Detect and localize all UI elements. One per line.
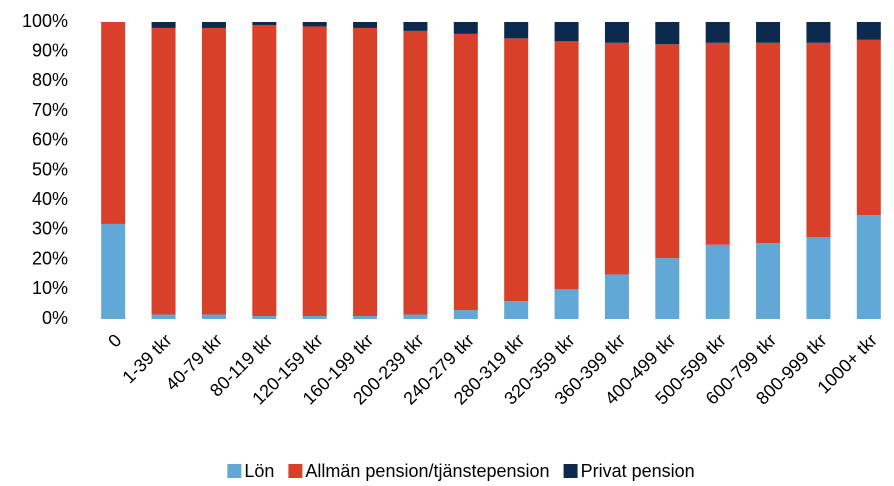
y-tick-label: 70%	[32, 100, 68, 120]
y-tick-label: 0%	[42, 308, 68, 328]
bar-segment	[403, 314, 428, 319]
bar-segment	[856, 39, 881, 216]
bar-segment	[302, 26, 327, 317]
y-tick-label: 10%	[32, 278, 68, 298]
bar-segment	[252, 316, 277, 319]
bar-segment	[101, 22, 126, 224]
bar-segment	[604, 274, 629, 319]
bar-segment	[151, 314, 176, 319]
bar-segment	[705, 244, 730, 319]
bar-segment	[252, 24, 277, 317]
bar-segment	[856, 22, 881, 40]
bar-segment	[705, 22, 730, 43]
bar-segment	[554, 289, 579, 319]
bar-segment	[302, 22, 327, 27]
bar-segment	[806, 42, 831, 238]
bar-segment	[856, 215, 881, 319]
y-tick-label: 40%	[32, 189, 68, 209]
bar-segment	[151, 22, 176, 28]
bar-segment	[806, 22, 831, 43]
bar-segment	[655, 22, 680, 45]
y-tick-label: 20%	[32, 248, 68, 268]
bar-segment	[655, 44, 680, 259]
bar-segment	[201, 27, 226, 315]
y-tick-label: 90%	[32, 40, 68, 60]
legend-label: Lön	[244, 461, 274, 481]
bar-segment	[504, 301, 529, 319]
bar-segment	[504, 22, 529, 39]
bar-segment	[756, 22, 781, 43]
bar-segment	[353, 316, 378, 319]
y-tick-label: 80%	[32, 70, 68, 90]
bar-segment	[705, 42, 730, 245]
bar-segment	[756, 42, 781, 244]
y-tick-label: 50%	[32, 159, 68, 179]
y-tick-label: 100%	[22, 11, 68, 31]
bar-segment	[453, 22, 478, 34]
bar-segment	[504, 38, 529, 302]
legend-label: Privat pension	[581, 461, 695, 481]
bar-segment	[403, 22, 428, 31]
bar-segment	[353, 27, 378, 317]
legend-label: Allmän pension/tjänstepension	[305, 461, 549, 481]
y-tick-label: 60%	[32, 130, 68, 150]
y-tick-label: 30%	[32, 219, 68, 239]
bar-segment	[302, 316, 327, 319]
bar-segment	[201, 314, 226, 319]
legend-swatch	[563, 464, 578, 478]
x-tick-label: 0	[104, 330, 125, 351]
bar-segment	[101, 223, 126, 319]
bar-segment	[201, 22, 226, 28]
legend-swatch	[288, 464, 303, 478]
legend: Lön Allmän pension/tjänstepension Privat p…	[227, 461, 695, 481]
bar-segment	[554, 22, 579, 42]
bar-segment	[403, 30, 428, 315]
bar-segment	[453, 33, 478, 311]
bar-segment	[353, 22, 378, 28]
legend-swatch	[227, 464, 242, 478]
bar-segment	[806, 237, 831, 319]
bar-segment	[554, 41, 579, 290]
bar-segment	[756, 243, 781, 319]
bar-segment	[252, 22, 277, 25]
bar-segment	[151, 27, 176, 315]
bar-segment	[453, 310, 478, 319]
bar-segment	[604, 22, 629, 43]
bar-segment	[655, 258, 680, 319]
bar-segment	[604, 42, 629, 275]
